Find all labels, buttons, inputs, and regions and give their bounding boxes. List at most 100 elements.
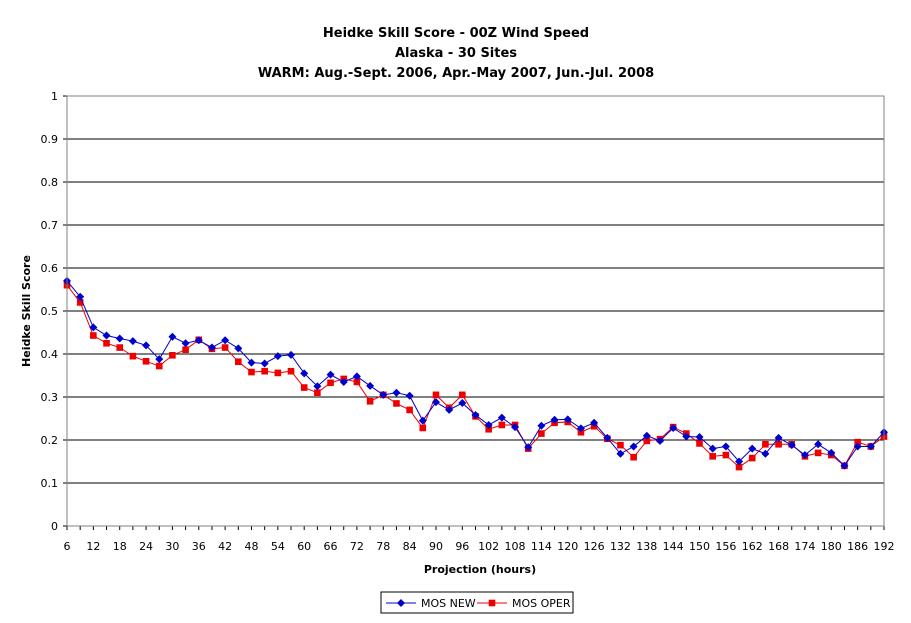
data-point: [260, 359, 269, 368]
data-point: [854, 438, 861, 446]
data-point: [722, 451, 730, 459]
x-tick-label: 18: [113, 540, 127, 553]
x-tick-label: 24: [139, 540, 153, 553]
data-point: [142, 341, 151, 350]
data-point: [300, 369, 309, 378]
data-point: [669, 423, 678, 432]
data-point: [155, 355, 164, 364]
x-tick-label: 54: [271, 540, 285, 553]
data-point: [866, 442, 875, 451]
x-tick-label: 6: [64, 540, 71, 553]
data-point: [800, 451, 809, 460]
data-point: [538, 430, 545, 437]
data-point: [616, 449, 625, 458]
x-tick-label: 162: [742, 540, 763, 553]
x-tick-label: 126: [584, 540, 605, 553]
data-point: [655, 436, 664, 445]
data-point: [129, 352, 137, 360]
data-point: [735, 463, 743, 471]
data-point: [261, 367, 268, 375]
data-point: [366, 398, 374, 405]
data-point: [76, 299, 84, 306]
y-tick-label: 0.9: [41, 133, 59, 146]
x-tick-label: 96: [455, 540, 469, 553]
legend: MOS NEW MOS OPER: [380, 591, 574, 614]
data-point: [339, 377, 348, 386]
data-point: [169, 351, 176, 359]
data-point: [630, 453, 637, 461]
x-tick-label: 72: [350, 540, 364, 553]
data-point: [207, 343, 216, 352]
data-point: [537, 421, 546, 430]
data-point: [497, 413, 506, 422]
data-point: [405, 391, 414, 400]
data-point: [393, 400, 400, 407]
x-tick-label: 132: [610, 540, 631, 553]
x-tick-label: 174: [794, 540, 815, 553]
data-point: [761, 449, 770, 458]
x-axis-ticks: 6 12 18 24 30 36 42 48 54 60 66 72 78 84 90 96 102 108 114…: [64, 526, 895, 553]
x-tick-label: 144: [663, 540, 684, 553]
y-tick-label: 0.3: [41, 391, 59, 404]
data-point: [787, 441, 796, 450]
data-point: [181, 339, 190, 348]
x-tick-label: 78: [376, 540, 390, 553]
x-tick-label: 66: [324, 540, 338, 553]
data-point: [563, 415, 572, 424]
data-point: [458, 399, 467, 408]
chart-title-line-3: WARM: Aug.-Sept. 2006, Apr.-May 2007, Ju…: [258, 66, 654, 81]
data-point: [326, 370, 335, 379]
data-point: [273, 352, 282, 361]
y-tick-label: 1: [51, 90, 58, 103]
data-point: [498, 421, 506, 429]
x-tick-label: 30: [165, 540, 179, 553]
data-point: [194, 336, 203, 345]
chart-title-line-1: Heidke Skill Score - 00Z Wind Speed: [323, 26, 589, 41]
data-point: [576, 424, 585, 433]
data-point: [352, 372, 361, 381]
x-tick-label: 120: [557, 540, 578, 553]
legend-marker: [397, 599, 405, 607]
x-tick-label: 12: [86, 540, 100, 553]
data-point: [721, 442, 730, 451]
y-axis-ticks: 0 0.1 0.2 0.3 0.4 0.5 0.6 0.7 0.8 0.9 1: [41, 90, 67, 533]
y-tick-label: 0.4: [41, 348, 59, 361]
data-point: [274, 369, 282, 377]
data-point: [709, 453, 716, 460]
legend-label: MOS OPER: [512, 597, 571, 610]
data-point: [814, 440, 823, 449]
legend-label: MOS NEW: [421, 597, 476, 610]
data-point: [550, 415, 559, 424]
data-point: [103, 339, 110, 347]
data-point: [234, 344, 243, 353]
y-tick-label: 0.5: [41, 305, 59, 318]
data-point: [853, 442, 862, 451]
data-point: [524, 443, 533, 452]
data-point: [287, 350, 296, 359]
data-point: [155, 362, 163, 370]
data-point: [168, 332, 177, 341]
data-point: [235, 358, 242, 366]
legend-marker: [488, 599, 496, 607]
x-tick-label: 186: [847, 540, 868, 553]
data-point: [445, 405, 454, 414]
data-point: [603, 433, 612, 442]
x-axis-label: Projection (hours): [424, 563, 536, 576]
x-tick-label: 36: [192, 540, 206, 553]
y-tick-label: 0.2: [41, 434, 59, 447]
data-point: [314, 389, 321, 396]
data-point: [827, 448, 836, 457]
x-tick-label: 156: [715, 540, 736, 553]
data-point: [642, 431, 651, 440]
x-tick-label: 108: [505, 540, 526, 553]
data-point: [90, 332, 97, 339]
data-point: [431, 398, 440, 407]
data-point: [366, 381, 375, 390]
data-point: [327, 379, 334, 387]
data-point: [748, 454, 756, 462]
data-point: [511, 423, 520, 432]
data-point: [484, 420, 493, 429]
x-tick-label: 138: [636, 540, 657, 553]
x-tick-label: 90: [429, 540, 443, 553]
data-point: [643, 437, 651, 445]
